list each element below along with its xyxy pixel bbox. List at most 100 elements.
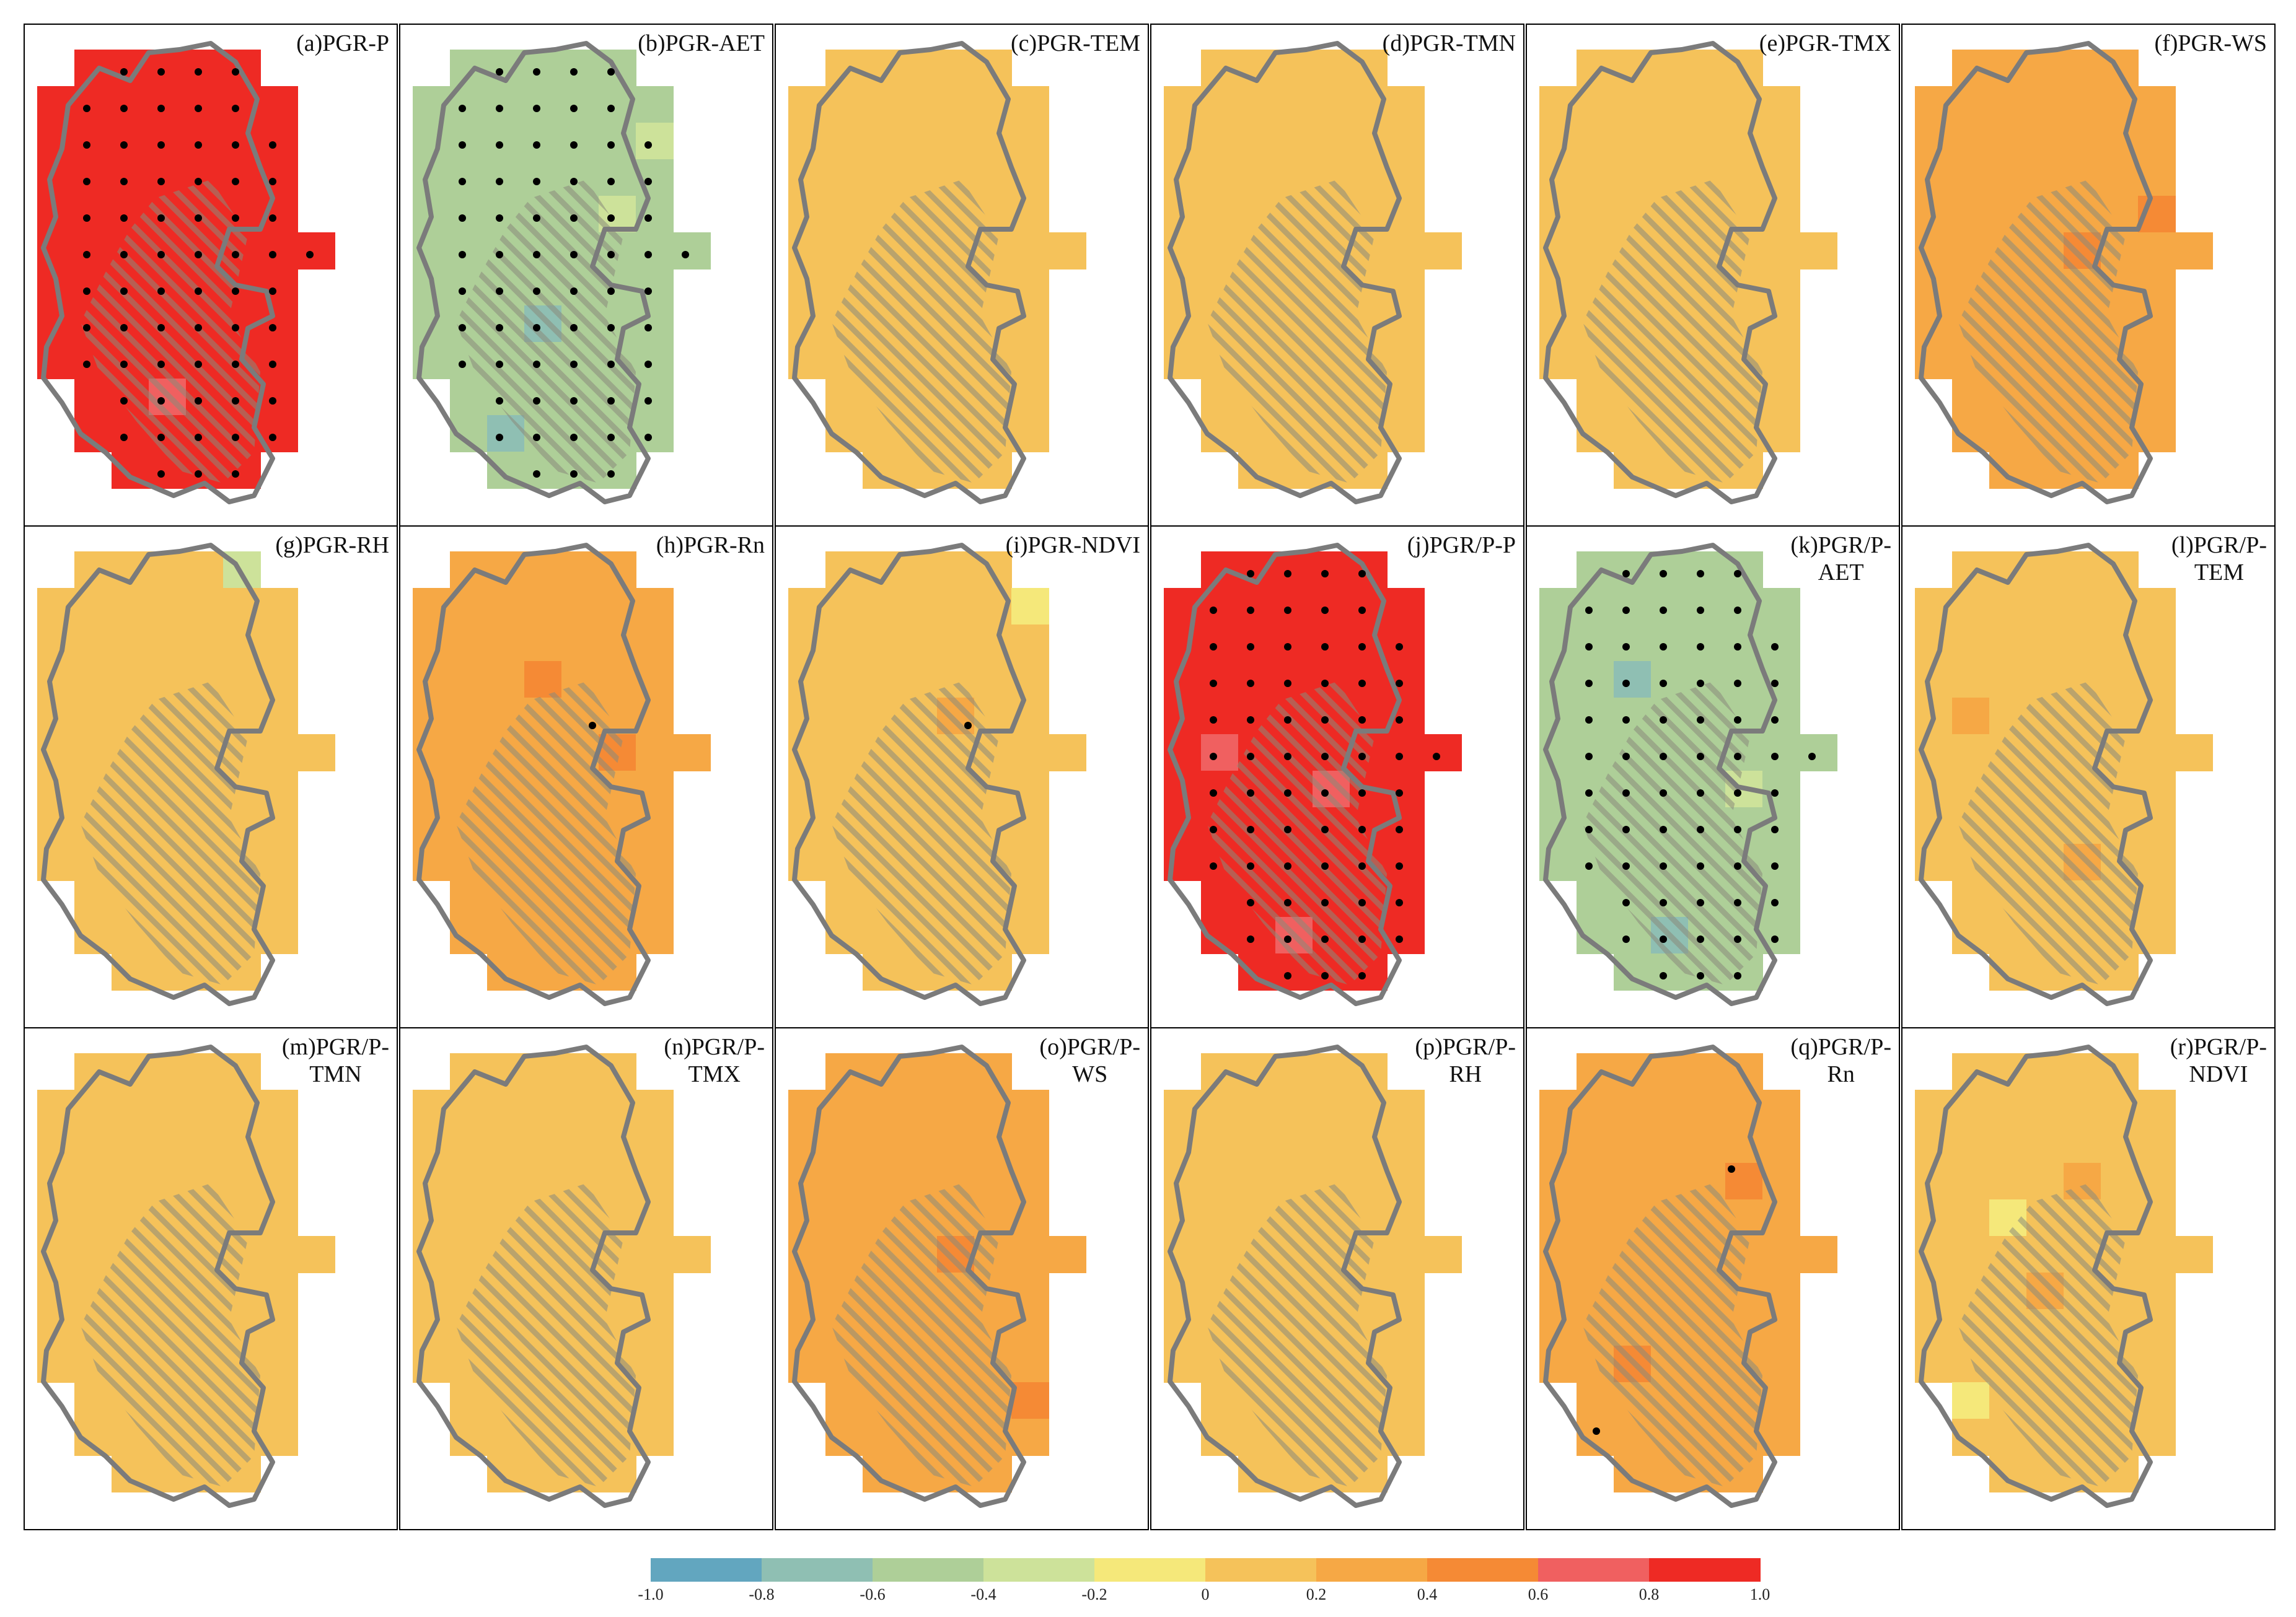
grid-cell xyxy=(149,551,187,589)
significance-dot xyxy=(1697,862,1704,870)
significance-dot xyxy=(1321,826,1329,833)
map-panel-h: (h)PGR-Rn xyxy=(399,525,773,1028)
grid-cell xyxy=(1201,159,1239,196)
grid-cell xyxy=(450,698,488,735)
grid-cell xyxy=(260,844,298,881)
significance-dot xyxy=(1396,643,1403,651)
grid-cell xyxy=(900,588,938,625)
grid-cell xyxy=(1201,1382,1239,1419)
grid-cell xyxy=(149,588,187,625)
grid-cell xyxy=(1651,1126,1689,1163)
significance-dot xyxy=(120,434,128,441)
irrigated-area-hatch xyxy=(456,1183,636,1487)
panel-label: (g)PGR-RH xyxy=(275,532,389,558)
grid-cell xyxy=(2138,734,2176,771)
grid-cell xyxy=(2101,661,2139,698)
map-a xyxy=(37,41,335,504)
grid-cell xyxy=(487,86,525,123)
significance-dot xyxy=(1660,899,1667,906)
grid-cell xyxy=(900,1053,938,1090)
grid-cell xyxy=(74,1126,112,1163)
map-r xyxy=(1915,1045,2213,1508)
significance-dot xyxy=(496,214,503,222)
grid-cell xyxy=(1762,305,1800,343)
basin-boundary xyxy=(1919,1045,2153,1508)
irrigated-area-hatch xyxy=(832,180,1011,483)
significance-dot xyxy=(496,397,503,405)
grid-cell xyxy=(2064,1126,2101,1163)
grid-cell xyxy=(2138,1236,2176,1273)
grid-cell xyxy=(1952,1163,1990,1200)
grid-cell xyxy=(937,1090,975,1127)
grid-cell xyxy=(1989,123,2027,160)
grid-cell xyxy=(788,1126,826,1163)
grid-cell xyxy=(1762,1273,1800,1310)
grid-cell xyxy=(1651,123,1689,160)
significance-dot xyxy=(1396,936,1403,943)
grid-cell xyxy=(1762,771,1800,808)
map-e xyxy=(1539,41,1837,504)
grid-cell xyxy=(937,1126,975,1163)
grid-cell xyxy=(636,1382,674,1419)
grid-cell xyxy=(1952,232,1990,270)
grid-cell xyxy=(1989,624,2027,662)
significance-dot xyxy=(1284,972,1291,979)
grid-cell xyxy=(1011,588,1049,625)
grid-cell xyxy=(112,159,149,196)
grid-cell xyxy=(260,1126,298,1163)
grid-cell xyxy=(1387,1126,1425,1163)
significance-dot xyxy=(1622,643,1630,651)
legend-color-swatch xyxy=(1649,1558,1761,1582)
map-panel-r: (r)PGR/P- NDVI xyxy=(1901,1027,2276,1530)
significance-dot xyxy=(83,361,90,368)
grid-cell xyxy=(1989,1163,2027,1200)
significance-dot xyxy=(157,397,165,405)
grid-cell xyxy=(1201,196,1239,233)
significance-dot xyxy=(496,141,503,149)
significance-dot xyxy=(83,105,90,112)
grid-cell xyxy=(450,159,488,196)
significance-dot xyxy=(607,68,615,76)
panel-label: (m)PGR/P- TMN xyxy=(281,1034,389,1087)
significance-dot xyxy=(607,141,615,149)
grid-cell xyxy=(1275,551,1313,589)
grid-cell xyxy=(1201,624,1239,662)
significance-dot xyxy=(1734,680,1741,687)
grid-cell xyxy=(1011,1126,1049,1163)
significance-dot xyxy=(1622,826,1630,833)
grid-cell xyxy=(1201,1126,1239,1163)
significance-dot xyxy=(1771,643,1779,651)
legend-color-swatch xyxy=(1316,1558,1428,1582)
grid-cell xyxy=(1952,1053,1990,1090)
grid-cell xyxy=(1762,880,1800,918)
grid-cell xyxy=(2138,269,2176,306)
grid-cell xyxy=(1800,1236,1837,1273)
grid-cell xyxy=(1651,86,1689,123)
significance-dot xyxy=(589,722,596,729)
significance-dot xyxy=(1585,716,1593,724)
significance-dot xyxy=(269,434,276,441)
significance-dot xyxy=(682,251,689,258)
significance-dot xyxy=(120,397,128,405)
significance-dot xyxy=(1321,570,1329,577)
grid-cell xyxy=(2138,771,2176,808)
grid-cell xyxy=(636,588,674,625)
grid-cell xyxy=(1238,1126,1276,1163)
significance-dot xyxy=(1734,643,1741,651)
grid-cell xyxy=(1952,159,1990,196)
significance-dot xyxy=(232,214,239,222)
map-panel-e: (e)PGR-TMX xyxy=(1526,24,1900,527)
significance-dot xyxy=(120,361,128,368)
grid-cell xyxy=(1952,1236,1990,1273)
grid-cell xyxy=(1201,232,1239,270)
grid-cell xyxy=(788,624,826,662)
grid-cell xyxy=(413,1126,451,1163)
grid-cell xyxy=(1313,624,1350,662)
grid-cell xyxy=(1011,379,1049,416)
grid-cell xyxy=(112,1090,149,1127)
grid-cell xyxy=(1989,86,2027,123)
legend-color-swatch xyxy=(1427,1558,1539,1582)
significance-dot xyxy=(1321,680,1329,687)
grid-cell xyxy=(1762,123,1800,160)
significance-dot xyxy=(1284,826,1291,833)
